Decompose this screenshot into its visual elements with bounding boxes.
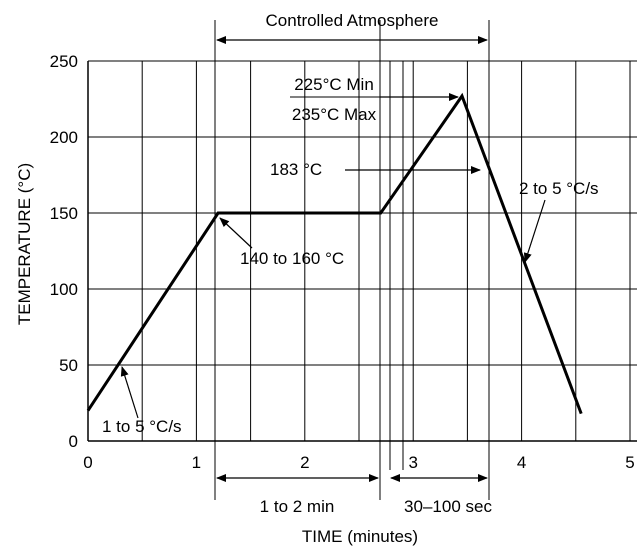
- profile-series: [86, 92, 583, 415]
- x-tick-label: 5: [625, 453, 634, 472]
- y-tick-label: 150: [50, 204, 78, 223]
- plot-frame: [87, 61, 637, 442]
- reflow-time-label: 30–100 sec: [404, 497, 492, 516]
- y-tick-label: 250: [50, 52, 78, 71]
- x-tick-label: 1: [192, 453, 201, 472]
- x-tick-label: 0: [83, 453, 92, 472]
- peak-min-label: 225°C Min: [294, 75, 374, 94]
- y-tick-label: 0: [69, 432, 78, 451]
- ramp-rate-label: 1 to 5 °C/s: [102, 417, 182, 436]
- controlled-atmosphere-label: Controlled Atmosphere: [266, 11, 439, 30]
- cool-rate-arrow: [523, 199, 546, 263]
- annotations: Controlled Atmosphere 225°C Min 235°C Ma…: [102, 11, 599, 516]
- x-tick-label: 3: [408, 453, 417, 472]
- soak-time-label: 1 to 2 min: [260, 497, 335, 516]
- y-axis-title: TEMPERATURE (°C): [15, 163, 34, 325]
- cool-rate-label: 2 to 5 °C/s: [519, 179, 599, 198]
- ramp-rate-arrow: [120, 366, 139, 419]
- annotation-arrows: [120, 36, 546, 482]
- x-tick-label: 2: [300, 453, 309, 472]
- soak-temp-arrow: [219, 217, 253, 249]
- profile-line: [86, 92, 583, 415]
- y-tick-label: 50: [59, 356, 78, 375]
- peak-max-label: 235°C Max: [292, 105, 377, 124]
- liquidus-label: 183 °C: [270, 160, 322, 179]
- x-tick-label: 4: [517, 453, 526, 472]
- y-tick-label: 200: [50, 128, 78, 147]
- guide-lines: [214, 20, 490, 500]
- y-tick-label: 100: [50, 280, 78, 299]
- soak-temp-label: 140 to 160 °C: [240, 249, 344, 268]
- x-axis-title: TIME (minutes): [302, 527, 418, 546]
